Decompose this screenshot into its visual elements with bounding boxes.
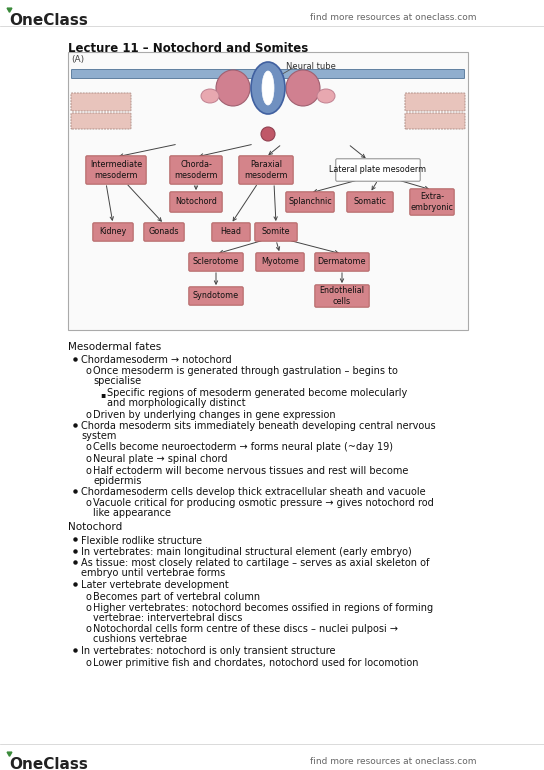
Text: Chordamesoderm → notochord: Chordamesoderm → notochord [81,355,232,365]
Text: o: o [86,410,92,420]
Text: Dermatome: Dermatome [318,257,366,266]
Text: As tissue: most closely related to cartilage – serves as axial skeleton of: As tissue: most closely related to carti… [81,558,429,568]
FancyBboxPatch shape [410,189,454,215]
Text: Neural tube: Neural tube [286,62,336,71]
Text: o: o [86,466,92,476]
Text: Notochordal cells form centre of these discs – nuclei pulposi →: Notochordal cells form centre of these d… [93,624,398,634]
FancyBboxPatch shape [336,159,420,181]
Text: Notochord: Notochord [68,523,122,533]
Text: In vertebrates: main longitudinal structural element (early embryo): In vertebrates: main longitudinal struct… [81,547,412,557]
Text: Notochord: Notochord [175,197,217,206]
Text: Half ectoderm will become nervous tissues and rest will become: Half ectoderm will become nervous tissue… [93,466,409,476]
Ellipse shape [262,71,274,105]
Text: Syndotome: Syndotome [193,292,239,300]
FancyBboxPatch shape [347,192,393,213]
Text: Myotome: Myotome [261,257,299,266]
Text: o: o [86,624,92,634]
Text: Paraxial
mesoderm: Paraxial mesoderm [244,160,288,179]
Text: Once mesoderm is generated through gastrulation – begins to: Once mesoderm is generated through gastr… [93,367,398,377]
Text: cushions vertebrae: cushions vertebrae [93,634,187,644]
Ellipse shape [216,70,250,106]
FancyBboxPatch shape [256,253,304,271]
FancyBboxPatch shape [315,253,369,271]
Text: specialise: specialise [93,377,141,387]
FancyBboxPatch shape [212,223,250,241]
Text: Flexible rodlike structure: Flexible rodlike structure [81,535,202,545]
FancyBboxPatch shape [239,156,293,184]
Text: vertebrae: intervertebral discs: vertebrae: intervertebral discs [93,613,243,623]
Text: Extra-
embryonic: Extra- embryonic [411,192,454,212]
Text: Endothelial
cells: Endothelial cells [319,286,364,306]
Text: o: o [86,658,92,668]
FancyBboxPatch shape [315,285,369,307]
Text: find more resources at oneclass.com: find more resources at oneclass.com [310,757,477,766]
Text: Chorda-
mesoderm: Chorda- mesoderm [174,160,218,179]
Ellipse shape [201,89,219,103]
Text: (A): (A) [71,55,84,64]
FancyBboxPatch shape [405,93,465,111]
Text: Sclerotome: Sclerotome [193,257,239,266]
Text: Later vertebrate development: Later vertebrate development [81,580,228,590]
Text: In vertebrates: notochord is only transient structure: In vertebrates: notochord is only transi… [81,646,336,656]
Ellipse shape [317,89,335,103]
Text: Chordamesoderm cells develop thick extracellular sheath and vacuole: Chordamesoderm cells develop thick extra… [81,487,425,497]
Text: Chorda mesoderm sits immediately beneath developing central nervous: Chorda mesoderm sits immediately beneath… [81,421,436,431]
Text: o: o [86,367,92,377]
Text: Head: Head [220,227,242,236]
Text: system: system [81,431,116,441]
Text: Specific regions of mesoderm generated become molecularly: Specific regions of mesoderm generated b… [107,388,407,398]
Text: Cells become neuroectoderm → forms neural plate (~day 19): Cells become neuroectoderm → forms neura… [93,443,393,453]
FancyBboxPatch shape [170,192,222,213]
Text: Lateral plate mesoderm: Lateral plate mesoderm [330,166,426,175]
Text: Higher vertebrates: notochord becomes ossified in regions of forming: Higher vertebrates: notochord becomes os… [93,603,433,613]
Ellipse shape [251,62,285,114]
Text: Splanchnic: Splanchnic [288,197,332,206]
Text: Intermediate
mesoderm: Intermediate mesoderm [90,160,142,179]
Text: Vacuole critical for producing osmotic pressure → gives notochord rod: Vacuole critical for producing osmotic p… [93,498,434,508]
FancyBboxPatch shape [71,69,465,79]
Text: o: o [86,498,92,508]
Text: Somite: Somite [262,227,290,236]
Text: Lower primitive fish and chordates, notochord used for locomotion: Lower primitive fish and chordates, noto… [93,658,418,668]
Ellipse shape [261,127,275,141]
FancyBboxPatch shape [144,223,184,241]
Text: OneClass: OneClass [9,757,88,770]
Text: find more resources at oneclass.com: find more resources at oneclass.com [310,13,477,22]
Text: o: o [86,443,92,453]
FancyBboxPatch shape [86,156,146,184]
FancyBboxPatch shape [189,286,243,305]
Text: epidermis: epidermis [93,476,141,486]
FancyBboxPatch shape [189,253,243,271]
Text: o: o [86,591,92,601]
Bar [68,52,468,330]
FancyBboxPatch shape [405,113,465,129]
Ellipse shape [286,70,320,106]
Text: like appearance: like appearance [93,508,171,518]
Text: Lecture 11 – Notochord and Somites: Lecture 11 – Notochord and Somites [68,42,308,55]
Text: Becomes part of vertebral column: Becomes part of vertebral column [93,591,260,601]
Text: ▪: ▪ [100,390,105,399]
Text: and morphologically distinct: and morphologically distinct [107,398,246,408]
FancyBboxPatch shape [255,223,297,241]
Text: Driven by underlying changes in gene expression: Driven by underlying changes in gene exp… [93,410,336,420]
Text: o: o [86,454,92,464]
Text: Kidney: Kidney [100,227,127,236]
FancyBboxPatch shape [286,192,334,213]
Text: o: o [86,603,92,613]
Text: OneClass: OneClass [9,13,88,28]
FancyBboxPatch shape [71,113,131,129]
Text: Mesodermal fates: Mesodermal fates [68,342,161,352]
Text: Gonads: Gonads [149,227,180,236]
FancyBboxPatch shape [93,223,133,241]
Text: Neural plate → spinal chord: Neural plate → spinal chord [93,454,227,464]
FancyBboxPatch shape [170,156,222,184]
Text: embryo until vertebrae forms: embryo until vertebrae forms [81,568,225,578]
FancyBboxPatch shape [71,93,131,111]
Text: Somatic: Somatic [354,197,386,206]
